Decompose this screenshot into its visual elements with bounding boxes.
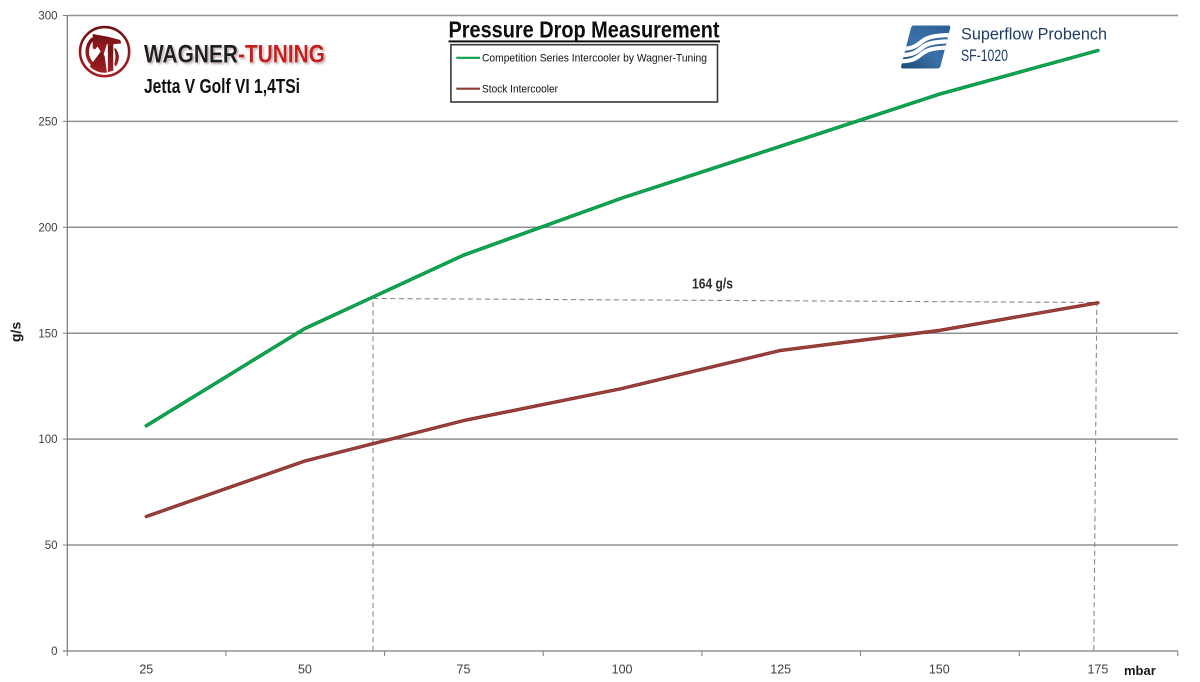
svg-text:300: 300	[38, 11, 57, 23]
svg-text:WAGNER-TUNING: WAGNER-TUNING	[146, 42, 327, 70]
svg-text:50: 50	[298, 663, 312, 677]
svg-text:Competition Series Intercoole: Competition Series Intercooler by Wagner…	[482, 53, 707, 65]
svg-text:Pressure Drop Measurement: Pressure Drop Measurement	[449, 17, 720, 43]
svg-text:g/s: g/s	[8, 322, 24, 342]
svg-text:150: 150	[929, 663, 950, 677]
svg-text:150: 150	[38, 328, 57, 340]
svg-text:Stock Intercooler: Stock Intercooler	[482, 83, 558, 95]
svg-text:75: 75	[457, 663, 471, 677]
svg-text:0: 0	[51, 646, 57, 658]
svg-text:125: 125	[770, 663, 791, 677]
svg-text:100: 100	[612, 663, 633, 677]
svg-text:Jetta V Golf VI 1,4TSi: Jetta V Golf VI 1,4TSi	[144, 76, 300, 98]
svg-text:WAGNER-TUNING: WAGNER-TUNING	[144, 41, 325, 69]
svg-text:Superflow Probench: Superflow Probench	[961, 25, 1107, 44]
svg-text:175: 175	[1087, 663, 1108, 677]
svg-text:50: 50	[45, 540, 58, 552]
svg-text:SF-1020: SF-1020	[961, 46, 1008, 65]
svg-text:250: 250	[38, 117, 57, 129]
svg-text:200: 200	[38, 222, 57, 234]
svg-text:164 g/s: 164 g/s	[692, 277, 733, 293]
svg-text:100: 100	[38, 434, 57, 446]
svg-text:mbar: mbar	[1124, 663, 1156, 678]
svg-text:25: 25	[139, 663, 153, 677]
